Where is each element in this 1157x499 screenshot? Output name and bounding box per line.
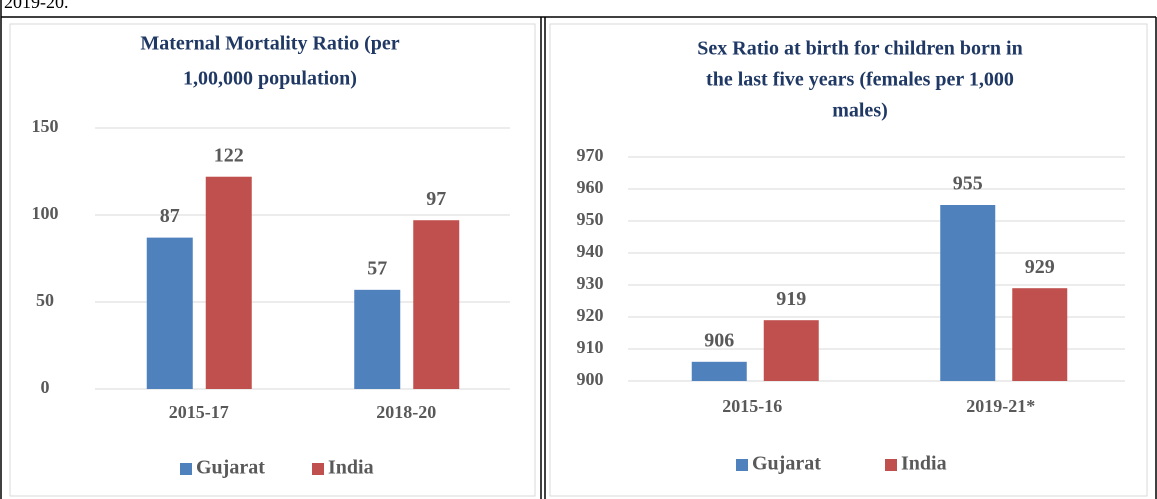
legend-swatch — [180, 463, 192, 475]
chart-title: males) — [832, 100, 888, 122]
x-tick-label: 2019-21* — [966, 396, 1035, 416]
bar — [940, 205, 996, 381]
chart-frame — [549, 23, 1148, 497]
y-tick-label: 950 — [577, 209, 604, 229]
y-tick-label: 0 — [41, 377, 50, 397]
legend-label: India — [328, 457, 374, 479]
data-label: 929 — [1025, 256, 1055, 278]
bar — [691, 361, 747, 381]
chart-title: Sex Ratio at birth for children born in — [697, 38, 1022, 60]
bar — [205, 176, 252, 389]
x-tick-label: 2018-20 — [376, 402, 436, 422]
y-tick-label: 930 — [577, 273, 604, 293]
y-tick-label: 970 — [577, 145, 604, 165]
legend-swatch — [736, 459, 748, 471]
y-tick-label: 960 — [577, 177, 604, 197]
chart-title: Maternal Mortality Ratio (per — [140, 33, 399, 55]
data-label: 955 — [953, 173, 983, 195]
x-tick-label: 2015-17 — [169, 402, 229, 422]
legend-label: Gujarat — [752, 453, 821, 475]
legend-label: Gujarat — [196, 457, 265, 479]
data-label: 906 — [704, 329, 734, 351]
data-label: 122 — [214, 144, 244, 166]
y-tick-label: 150 — [32, 116, 59, 136]
y-tick-label: 900 — [577, 369, 604, 389]
chart-title: 1,00,000 population) — [183, 68, 357, 90]
y-tick-label: 940 — [577, 241, 604, 261]
bar — [763, 320, 819, 381]
legend-swatch — [312, 463, 324, 475]
y-tick-label: 100 — [32, 203, 59, 223]
chart-frame — [9, 23, 536, 497]
x-tick-label: 2015-16 — [722, 396, 782, 416]
y-tick-label: 50 — [36, 290, 54, 310]
data-label: 57 — [367, 257, 387, 279]
chart-title: the last five years (females per 1,000 — [706, 69, 1014, 91]
bar — [1012, 288, 1068, 381]
bar — [146, 237, 193, 389]
y-tick-label: 910 — [577, 337, 604, 357]
legend-label: India — [901, 453, 947, 475]
data-label: 87 — [160, 205, 180, 227]
bar — [354, 289, 401, 389]
data-label: 919 — [776, 288, 806, 310]
legend-swatch — [885, 459, 897, 471]
data-label: 97 — [426, 188, 446, 210]
y-tick-label: 920 — [577, 305, 604, 325]
bar — [413, 220, 460, 389]
caption: 2019-20. — [4, 0, 69, 12]
